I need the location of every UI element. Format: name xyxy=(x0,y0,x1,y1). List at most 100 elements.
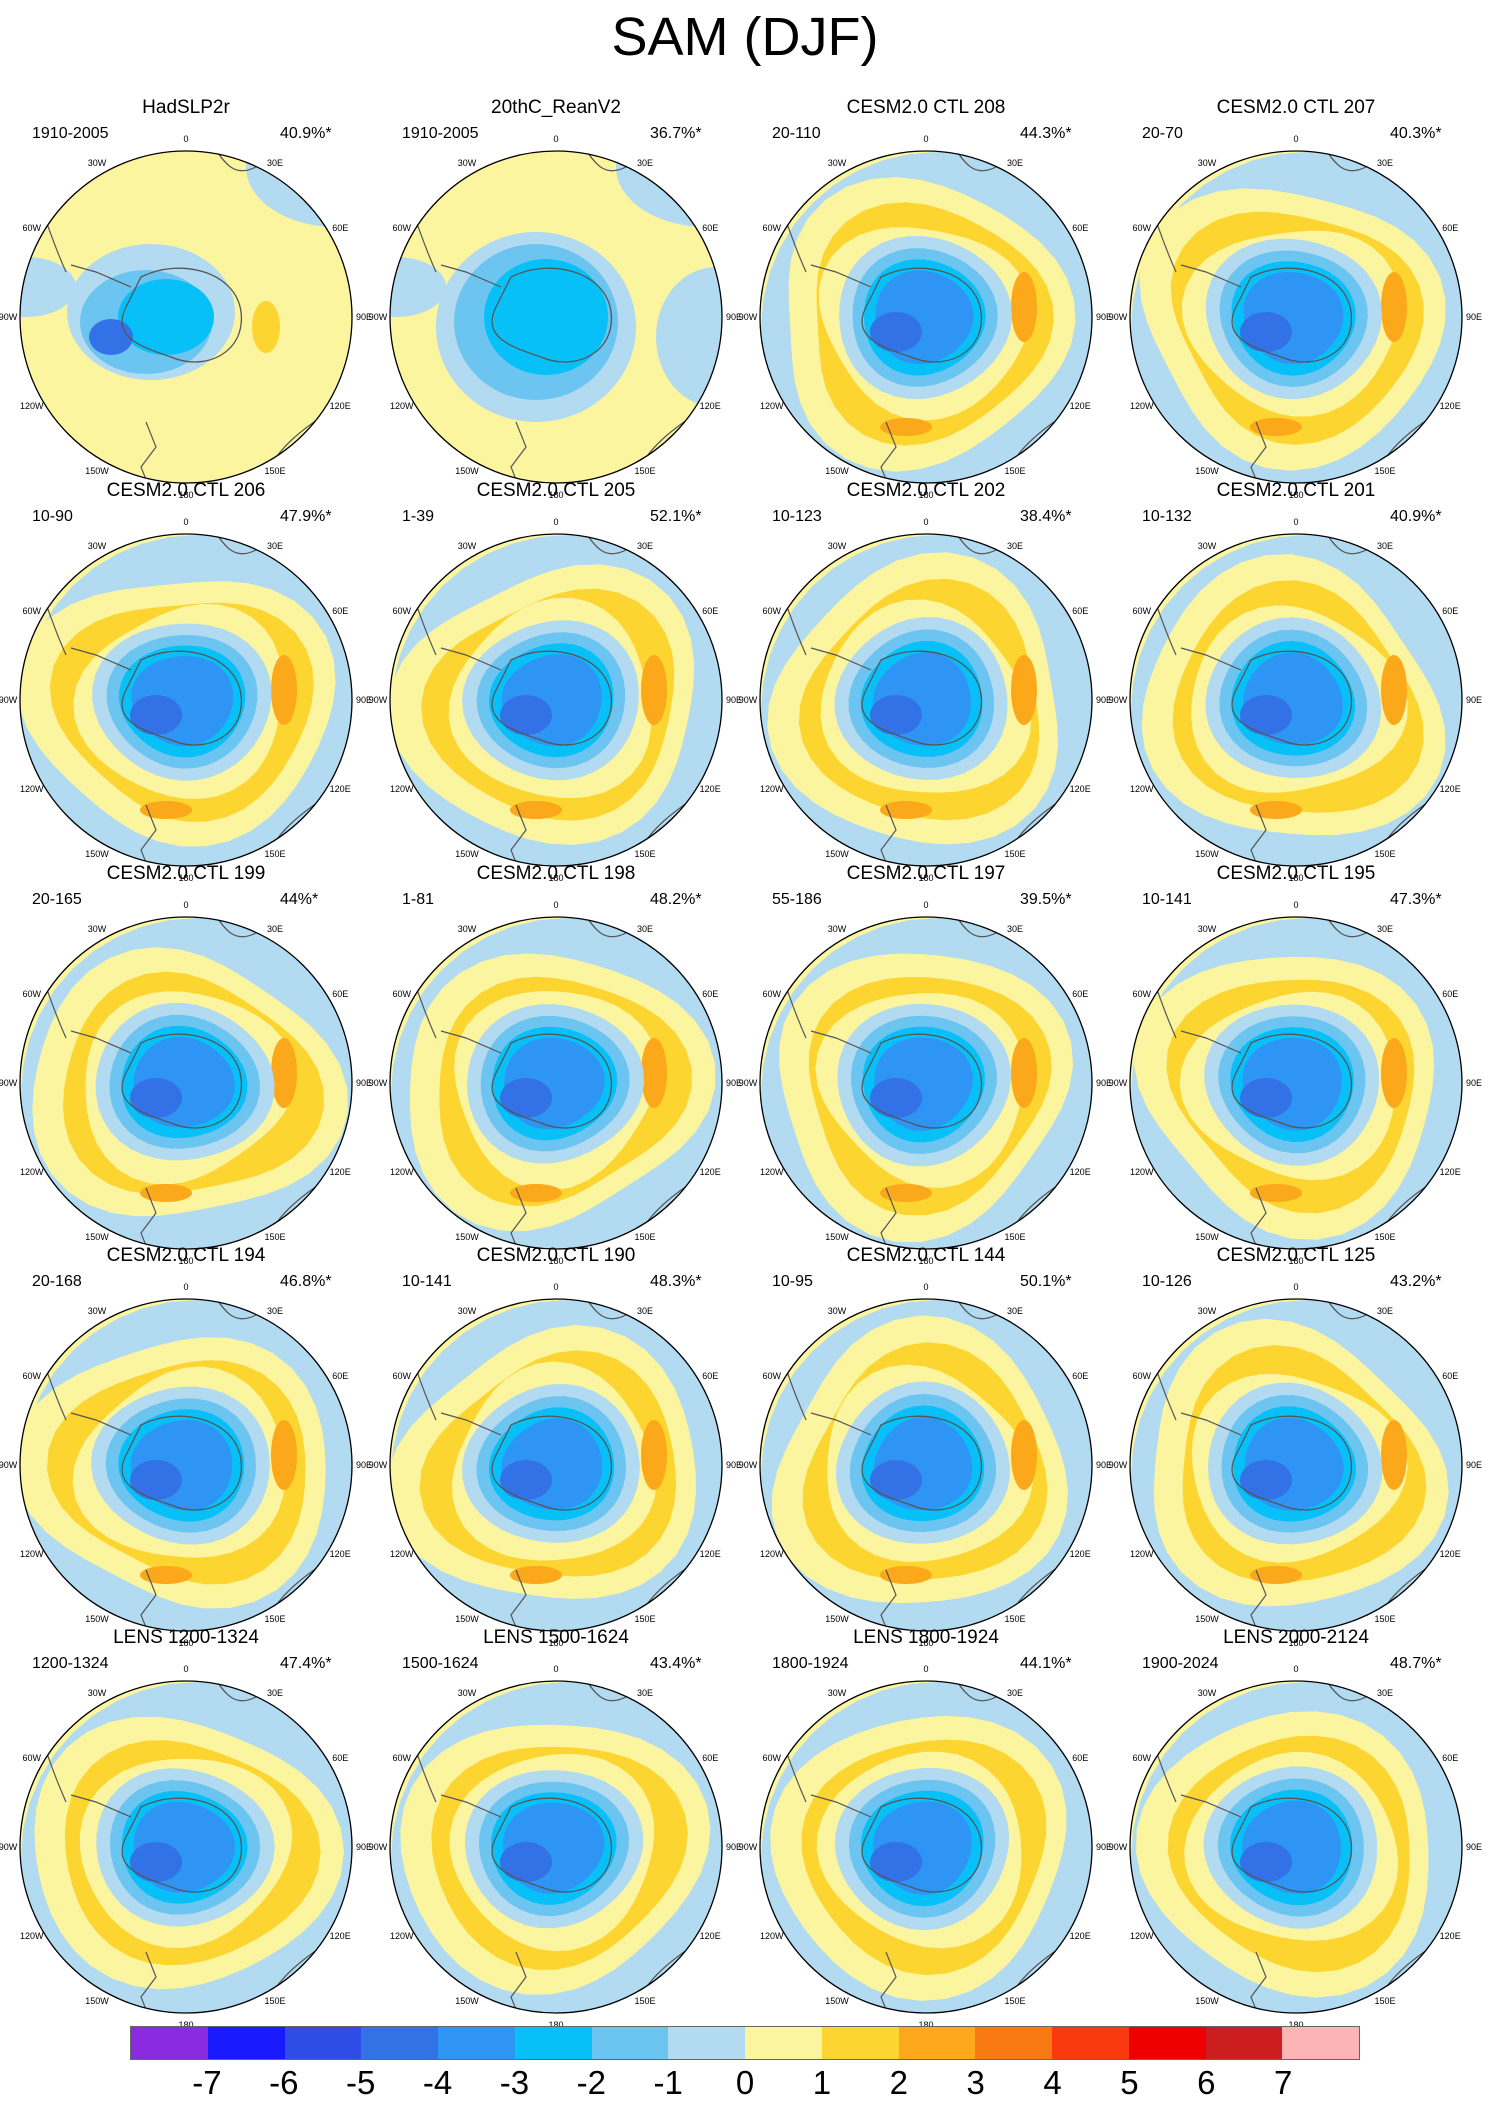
longitude-label: 0 xyxy=(553,517,558,527)
polar-stereographic-map: 0 30E 60E 90E 120E 150E 180 150W 120W 90W 60W 30W xyxy=(0,517,372,883)
anomaly-field xyxy=(760,151,1092,483)
map-panel: CESM2.0 CTL 199 20-165 44%* 0 30E 60E 90E 120E 1… xyxy=(0,863,372,1266)
longitude-label: 60E xyxy=(1442,1371,1458,1381)
longitude-label: 90E xyxy=(1466,1078,1482,1088)
panel-variance-explained: 48.7%* xyxy=(1390,1655,1442,1672)
antarctic-peninsula-coastline xyxy=(70,647,132,671)
longitude-label: 0 xyxy=(553,1282,558,1292)
panel-variance-explained: 39.5%* xyxy=(1020,891,1072,908)
longitude-label: 90E xyxy=(726,1078,742,1088)
longitude-label: 150W xyxy=(455,1996,479,2006)
panel-variance-explained: 48.2%* xyxy=(650,891,702,908)
anomaly-field xyxy=(1130,151,1462,483)
longitude-label: 180 xyxy=(1288,873,1303,883)
map-boundary xyxy=(759,150,1093,484)
longitude-label: 150W xyxy=(825,466,849,476)
positive-anomaly-patch xyxy=(1250,801,1302,819)
panel-variance-explained: 36.7%* xyxy=(650,125,702,142)
antarctica-coastline xyxy=(1231,267,1352,363)
longitude-label: 90W xyxy=(1109,312,1128,322)
longitude-label: 90W xyxy=(1109,1460,1128,1470)
longitude-label: 150W xyxy=(455,1614,479,1624)
longitude-label: 60W xyxy=(763,606,782,616)
anomaly-field xyxy=(760,1299,1092,1631)
polar-low-contour xyxy=(500,1842,552,1882)
longitude-label: 90W xyxy=(1109,1078,1128,1088)
panel-variance-explained: 52.1%* xyxy=(650,508,702,525)
figure-title: SAM (DJF) xyxy=(611,7,879,67)
longitude-label: 180 xyxy=(918,2020,933,2030)
longitude-label: 90E xyxy=(726,1460,742,1470)
polar-low-contour xyxy=(870,312,922,352)
longitude-label: 150W xyxy=(455,849,479,859)
panel-variance-explained: 44%* xyxy=(280,891,319,908)
colorbar-swatch xyxy=(207,2027,285,2059)
panel-title: CESM2.0 CTL 194 xyxy=(106,1245,266,1266)
longitude-label: 120W xyxy=(760,1549,784,1559)
antarctica-coastline xyxy=(861,1797,982,1893)
antarctic-peninsula-coastline xyxy=(810,1794,872,1818)
panel-period: 20-110 xyxy=(772,125,821,142)
longitude-label: 30W xyxy=(828,158,847,168)
longitude-label: 150W xyxy=(455,466,479,476)
longitude-label: 90E xyxy=(1466,695,1482,705)
positive-anomaly-patch xyxy=(641,1420,667,1490)
longitude-label: 30E xyxy=(1007,1306,1023,1316)
longitude-label: 120W xyxy=(390,784,414,794)
longitude-label: 90E xyxy=(1466,1842,1482,1852)
anomaly-field xyxy=(1130,917,1462,1249)
panel-period: 1800-1924 xyxy=(772,1655,849,1672)
map-boundary xyxy=(19,1680,353,2014)
longitude-label: 150W xyxy=(825,1614,849,1624)
polar-low-contour xyxy=(870,1842,922,1882)
anomaly-field xyxy=(390,534,722,866)
map-panel-grid: HadSLP2r 1910-2005 40.9%* 0 30E 60E 90E 120E 150… xyxy=(0,97,1482,2030)
longitude-label: 120E xyxy=(1440,1167,1461,1177)
longitude-label: 150E xyxy=(634,466,655,476)
positive-anomaly-patch xyxy=(1011,1420,1037,1490)
longitude-label: 60E xyxy=(1442,1753,1458,1763)
longitude-label: 120E xyxy=(1440,1549,1461,1559)
antarctic-peninsula-coastline xyxy=(70,1794,132,1818)
longitude-label: 150W xyxy=(85,849,109,859)
panel-title: CESM2.0 CTL 208 xyxy=(846,97,1006,118)
longitude-label: 90E xyxy=(1466,312,1482,322)
antarctic-peninsula-coastline xyxy=(70,1412,132,1436)
longitude-label: 120E xyxy=(1440,401,1461,411)
anomaly-field xyxy=(760,917,1092,1249)
polar-low-contour xyxy=(484,259,608,375)
longitude-label: 120E xyxy=(330,1549,351,1559)
map-panel: CESM2.0 CTL 201 10-132 40.9%* 0 30E 60E 90E 120… xyxy=(1109,480,1482,883)
positive-anomaly-patch xyxy=(1381,655,1407,725)
panel-variance-explained: 48.3%* xyxy=(650,1273,702,1290)
map-boundary xyxy=(19,1298,353,1632)
longitude-label: 90W xyxy=(1109,1842,1128,1852)
antarctic-peninsula-coastline xyxy=(440,1030,502,1054)
longitude-label: 60W xyxy=(23,606,42,616)
antarctic-peninsula-coastline xyxy=(440,647,502,671)
colorbar-tick-label: 1 xyxy=(812,2064,832,2101)
map-panel: CESM2.0 CTL 198 1-81 48.2%* 0 30E 60E 90E 120E 1… xyxy=(369,863,742,1266)
longitude-label: 120W xyxy=(20,401,44,411)
anomaly-field xyxy=(1130,1681,1462,2013)
map-panel: CESM2.0 CTL 205 1-39 52.1%* 0 30E 60E 90E 120E 1… xyxy=(369,480,742,883)
longitude-label: 180 xyxy=(548,2020,563,2030)
panel-title: LENS 1800-1924 xyxy=(853,1627,999,1648)
longitude-label: 60W xyxy=(393,1371,412,1381)
longitude-label: 60W xyxy=(23,1371,42,1381)
longitude-label: 60W xyxy=(1133,1753,1152,1763)
longitude-label: 60E xyxy=(332,606,348,616)
longitude-label: 150E xyxy=(1374,1996,1395,2006)
polar-low-contour xyxy=(130,1842,182,1882)
antarctic-peninsula-coastline xyxy=(1180,1030,1242,1054)
panel-period: 10-141 xyxy=(402,1273,452,1290)
polar-stereographic-map: 0 30E 60E 90E 120E 150E 180 150W 120W 90W 60W 30W xyxy=(739,1282,1112,1648)
antarctic-peninsula-coastline xyxy=(440,264,502,288)
longitude-label: 120E xyxy=(330,401,351,411)
antarctica-coastline xyxy=(491,650,612,746)
longitude-label: 120E xyxy=(1070,784,1091,794)
longitude-label: 30E xyxy=(267,924,283,934)
map-panel: HadSLP2r 1910-2005 40.9%* 0 30E 60E 90E 120E 150… xyxy=(0,97,372,500)
longitude-label: 150E xyxy=(1374,466,1395,476)
anomaly-field xyxy=(760,1681,1092,2013)
